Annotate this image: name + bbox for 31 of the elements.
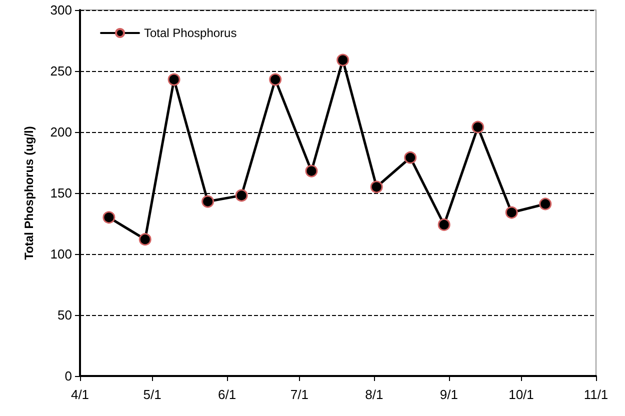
x-tick-label: 9/1 — [440, 387, 458, 402]
point — [438, 218, 450, 231]
y-tick-label: 50 — [58, 308, 72, 322]
y-tick-label: 200 — [50, 124, 72, 140]
point — [505, 206, 518, 219]
point — [305, 164, 318, 178]
x-tick-label: 4/1 — [70, 387, 90, 402]
y-tick-label: 250 — [50, 64, 72, 78]
point — [102, 211, 116, 224]
x-tick-label: 11/1 — [584, 387, 608, 402]
y-tick-label: 150 — [50, 186, 72, 200]
point — [336, 54, 350, 66]
point — [539, 198, 552, 210]
x-tick-label: 6/1 — [218, 387, 236, 402]
point — [235, 189, 248, 202]
x-tick-label: 7/1 — [290, 387, 308, 402]
x-tick-label: 8/1 — [365, 387, 384, 402]
point — [269, 73, 282, 86]
x-tick-label: 5/1 — [143, 387, 162, 402]
point — [202, 195, 214, 208]
y-tick-label: 300 — [50, 2, 72, 18]
point — [168, 73, 180, 86]
y-tick-label: 0 — [64, 368, 72, 384]
point — [472, 120, 484, 134]
y-tick-label: 100 — [50, 246, 72, 262]
x-tick-label: 10/1 — [508, 387, 534, 402]
point — [138, 233, 152, 246]
y-axis-title: Total Phosphorus (ug/l) — [22, 126, 36, 260]
point — [404, 151, 417, 164]
legend-label: Total Phosphorus — [144, 26, 237, 40]
point — [370, 180, 383, 194]
